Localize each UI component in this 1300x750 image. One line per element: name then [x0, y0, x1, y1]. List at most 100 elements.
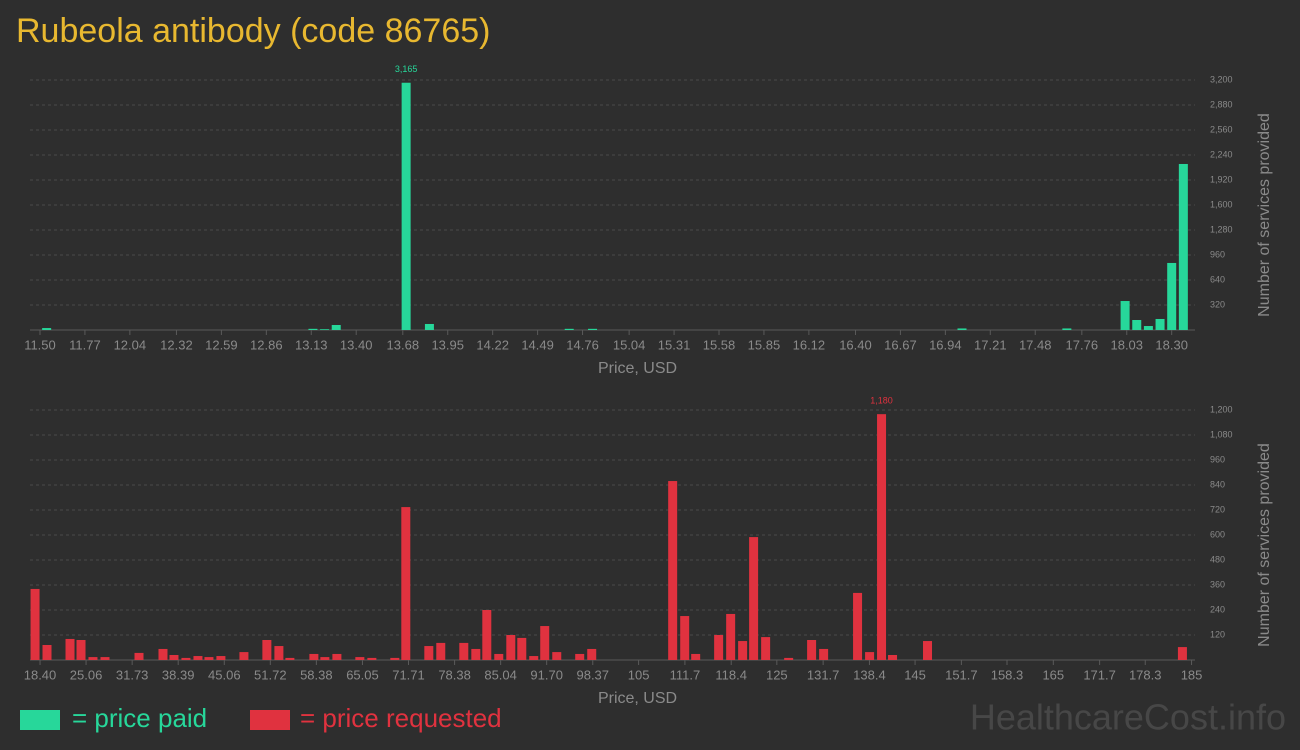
x-tick-label: 118.4: [715, 667, 747, 682]
x-tick-label: 31.73: [116, 667, 149, 682]
bar: [888, 655, 898, 660]
y-tick-label: 1,920: [1210, 174, 1233, 184]
bar: [65, 638, 75, 660]
x-tick-label: 15.58: [703, 337, 736, 352]
bar: [309, 653, 319, 660]
bar: [390, 657, 400, 660]
bar: [169, 655, 179, 660]
x-tick-label: 85.04: [484, 667, 517, 682]
x-tick-label: 12.32: [160, 337, 193, 352]
x-tick-label: 12.59: [205, 337, 238, 352]
bar: [471, 648, 481, 660]
bar: [424, 646, 434, 660]
bar: [923, 641, 933, 660]
bar: [853, 592, 863, 660]
x-tick-label: 14.49: [521, 337, 554, 352]
y-tick-label: 600: [1210, 529, 1225, 539]
y-tick-label: 720: [1210, 504, 1225, 514]
x-axis-title: Price, USD: [598, 360, 677, 377]
x-tick-label: 13.95: [431, 337, 464, 352]
x-tick-label: 165: [1042, 667, 1064, 682]
bar: [761, 637, 771, 660]
bar: [1167, 262, 1177, 330]
bar: [957, 328, 967, 330]
x-tick-label: 138.4: [853, 667, 886, 682]
bar: [865, 652, 875, 660]
bar: [332, 653, 342, 660]
y-tick-label: 2,560: [1210, 124, 1233, 134]
bar: [691, 653, 701, 660]
x-tick-label: 15.04: [613, 337, 646, 352]
legend-label: = price paid: [72, 703, 207, 733]
bar: [308, 328, 318, 330]
bar: [239, 652, 249, 660]
bar: [1178, 163, 1188, 330]
x-tick-label: 17.48: [1019, 337, 1052, 352]
x-tick-label: 111.7: [670, 667, 701, 682]
x-tick-label: 58.38: [300, 667, 333, 682]
x-tick-label: 178.3: [1129, 667, 1162, 682]
x-tick-label: 18.30: [1155, 337, 1188, 352]
bar: [193, 656, 203, 660]
y-tick-label: 640: [1210, 274, 1225, 284]
y-tick-label: 1,080: [1210, 429, 1233, 439]
bar: [482, 610, 492, 660]
y-tick-label: 1,280: [1210, 224, 1233, 234]
y-tick-label: 240: [1210, 604, 1225, 614]
y-tick-label: 3,200: [1210, 74, 1233, 84]
x-tick-label: 151.7: [945, 667, 978, 682]
bar: [807, 640, 817, 660]
bar: [529, 656, 539, 660]
watermark: HealthcareCost.info: [970, 697, 1286, 738]
bar: [320, 657, 330, 660]
legend-swatch: [250, 710, 290, 730]
bar: [424, 323, 434, 330]
value-label: 3,165: [395, 64, 418, 74]
x-tick-label: 13.13: [295, 337, 328, 352]
bar: [42, 645, 52, 660]
bar: [367, 657, 377, 660]
y-tick-label: 320: [1210, 299, 1225, 309]
bar: [204, 657, 214, 660]
x-tick-label: 12.04: [114, 337, 147, 352]
bar: [517, 637, 527, 660]
bar: [587, 648, 597, 660]
bar: [459, 642, 469, 660]
bar: [30, 588, 40, 660]
bar: [158, 648, 168, 660]
x-tick-label: 78.38: [438, 667, 471, 682]
bar: [1177, 647, 1187, 660]
y-tick-label: 2,240: [1210, 149, 1233, 159]
bar: [355, 657, 365, 660]
bar: [88, 657, 98, 660]
bar: [726, 613, 736, 660]
x-tick-label: 13.40: [340, 337, 373, 352]
bar: [680, 616, 690, 660]
bar: [216, 656, 226, 660]
x-tick-label: 145: [904, 667, 926, 682]
bar: [331, 325, 341, 330]
x-tick-label: 16.67: [884, 337, 917, 352]
bar: [540, 626, 550, 660]
bar: [714, 635, 724, 660]
x-tick-label: 16.12: [793, 337, 826, 352]
x-axis-title: Price, USD: [598, 690, 677, 707]
x-tick-label: 11.77: [69, 337, 101, 352]
x-tick-label: 185: [1181, 667, 1203, 682]
bar: [575, 653, 585, 660]
bar: [181, 657, 191, 660]
bar: [274, 646, 284, 660]
x-tick-label: 17.76: [1066, 337, 1099, 352]
x-tick-label: 25.06: [70, 667, 103, 682]
legend-swatch: [20, 710, 60, 730]
bar: [506, 635, 516, 660]
x-tick-label: 65.05: [346, 667, 379, 682]
x-tick-label: 16.94: [929, 337, 962, 352]
x-tick-label: 91.70: [530, 667, 563, 682]
y-tick-label: 840: [1210, 479, 1225, 489]
y-tick-label: 480: [1210, 554, 1225, 564]
bar: [749, 537, 759, 660]
x-tick-label: 98.37: [576, 667, 609, 682]
y-axis-title: Number of services provided: [1256, 113, 1273, 317]
